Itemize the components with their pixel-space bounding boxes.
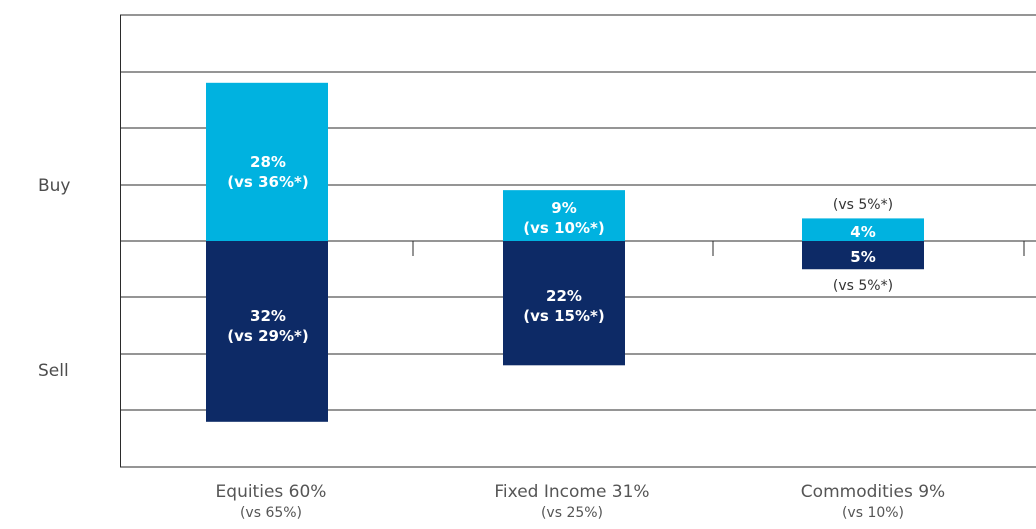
sell-value-commodities: 5% [850,248,876,266]
buy-comparison-commodities: (vs 5%*) [832,197,894,213]
sell-bar-2 [802,241,924,270]
sell-value-fixed-income: 22% [546,287,582,305]
sell-value-label-fixed-income: 22% (vs 15%*) [503,286,625,326]
buy-value-label-equities: 28% (vs 36%*) [207,152,329,192]
sell-comparison-equities: (vs 29%*) [227,327,309,345]
buy-value-fixed-income: 9% [551,199,577,217]
category-sublabel-commodities: (vs 10%) [841,505,905,521]
sell-value-label-equities: 32% (vs 29%*) [207,306,329,346]
buy-bar-1 [503,190,625,241]
buy-comparison-fixed-income: (vs 10%*) [523,219,605,237]
y-label-sell: Sell [38,361,69,381]
buy-value-equities: 28% [250,153,286,171]
y-label-buy: Buy [38,176,71,196]
sell-value-equities: 32% [250,307,286,325]
category-sublabel-fixed-income: (vs 25%) [540,505,604,521]
buy-value-commodities: 4% [850,223,876,241]
category-sublabel-equities: (vs 65%) [239,505,303,521]
buy-value-label-fixed-income: 9% (vs 10%*) [503,198,625,238]
sell-comparison-fixed-income: (vs 15%*) [523,307,605,325]
category-label-fixed-income: Fixed Income 31% [494,482,650,502]
buy-comparison-equities: (vs 36%*) [227,173,309,191]
buy-bar-0 [206,82,328,241]
sell-bar-1 [503,241,625,366]
category-label-commodities: Commodities 9% [800,482,946,502]
sell-bar-0 [206,241,328,422]
sell-comparison-commodities: (vs 5%*) [832,278,894,294]
category-label-equities: Equities 60% [215,482,327,502]
buy-bar-2 [802,218,924,241]
